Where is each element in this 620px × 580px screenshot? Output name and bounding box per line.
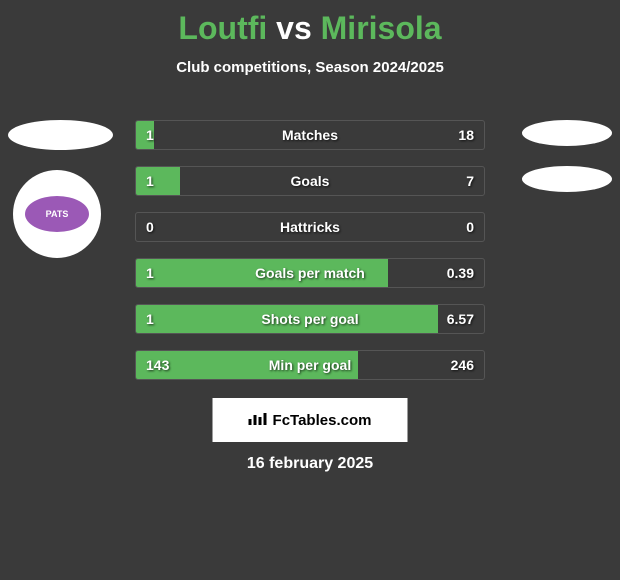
team-logo-ellipse-right1 xyxy=(522,120,612,146)
comparison-title: Loutfi vs Mirisola xyxy=(0,0,620,47)
stat-value-right: 6.57 xyxy=(447,305,474,333)
stat-value-right: 7 xyxy=(466,167,474,195)
attribution-box: FcTables.com xyxy=(213,398,408,442)
stat-value-right: 0.39 xyxy=(447,259,474,287)
stat-label: Goals xyxy=(136,167,484,195)
attribution-text: FcTables.com xyxy=(273,412,372,429)
vs-text: vs xyxy=(276,10,312,46)
season-subtitle: Club competitions, Season 2024/2025 xyxy=(0,59,620,76)
team-logo-inner: PATS xyxy=(25,196,89,232)
stat-row-min-per-goal: 143 Min per goal 246 xyxy=(135,350,485,380)
stat-row-shots-per-goal: 1 Shots per goal 6.57 xyxy=(135,304,485,334)
stat-value-right: 0 xyxy=(466,213,474,241)
stat-label: Min per goal xyxy=(136,351,484,379)
stat-row-goals-per-match: 1 Goals per match 0.39 xyxy=(135,258,485,288)
right-logos-container xyxy=(522,120,612,212)
chart-icon xyxy=(249,411,267,430)
stat-label: Shots per goal xyxy=(136,305,484,333)
stat-value-right: 18 xyxy=(458,121,474,149)
stat-value-right: 246 xyxy=(451,351,474,379)
stats-chart: 1 Matches 18 1 Goals 7 0 Hattricks 0 1 G… xyxy=(135,120,485,396)
stat-row-goals: 1 Goals 7 xyxy=(135,166,485,196)
team-logo-ellipse-left xyxy=(8,120,113,150)
player1-name: Loutfi xyxy=(178,10,267,46)
stat-row-matches: 1 Matches 18 xyxy=(135,120,485,150)
team-logo-ellipse-right2 xyxy=(522,166,612,192)
player2-name: Mirisola xyxy=(321,10,442,46)
stat-label: Hattricks xyxy=(136,213,484,241)
stat-label: Goals per match xyxy=(136,259,484,287)
stat-label: Matches xyxy=(136,121,484,149)
team-logo-circle: PATS xyxy=(13,170,101,258)
stat-row-hattricks: 0 Hattricks 0 xyxy=(135,212,485,242)
date-text: 16 february 2025 xyxy=(0,455,620,473)
left-logos-container: PATS xyxy=(8,120,113,258)
